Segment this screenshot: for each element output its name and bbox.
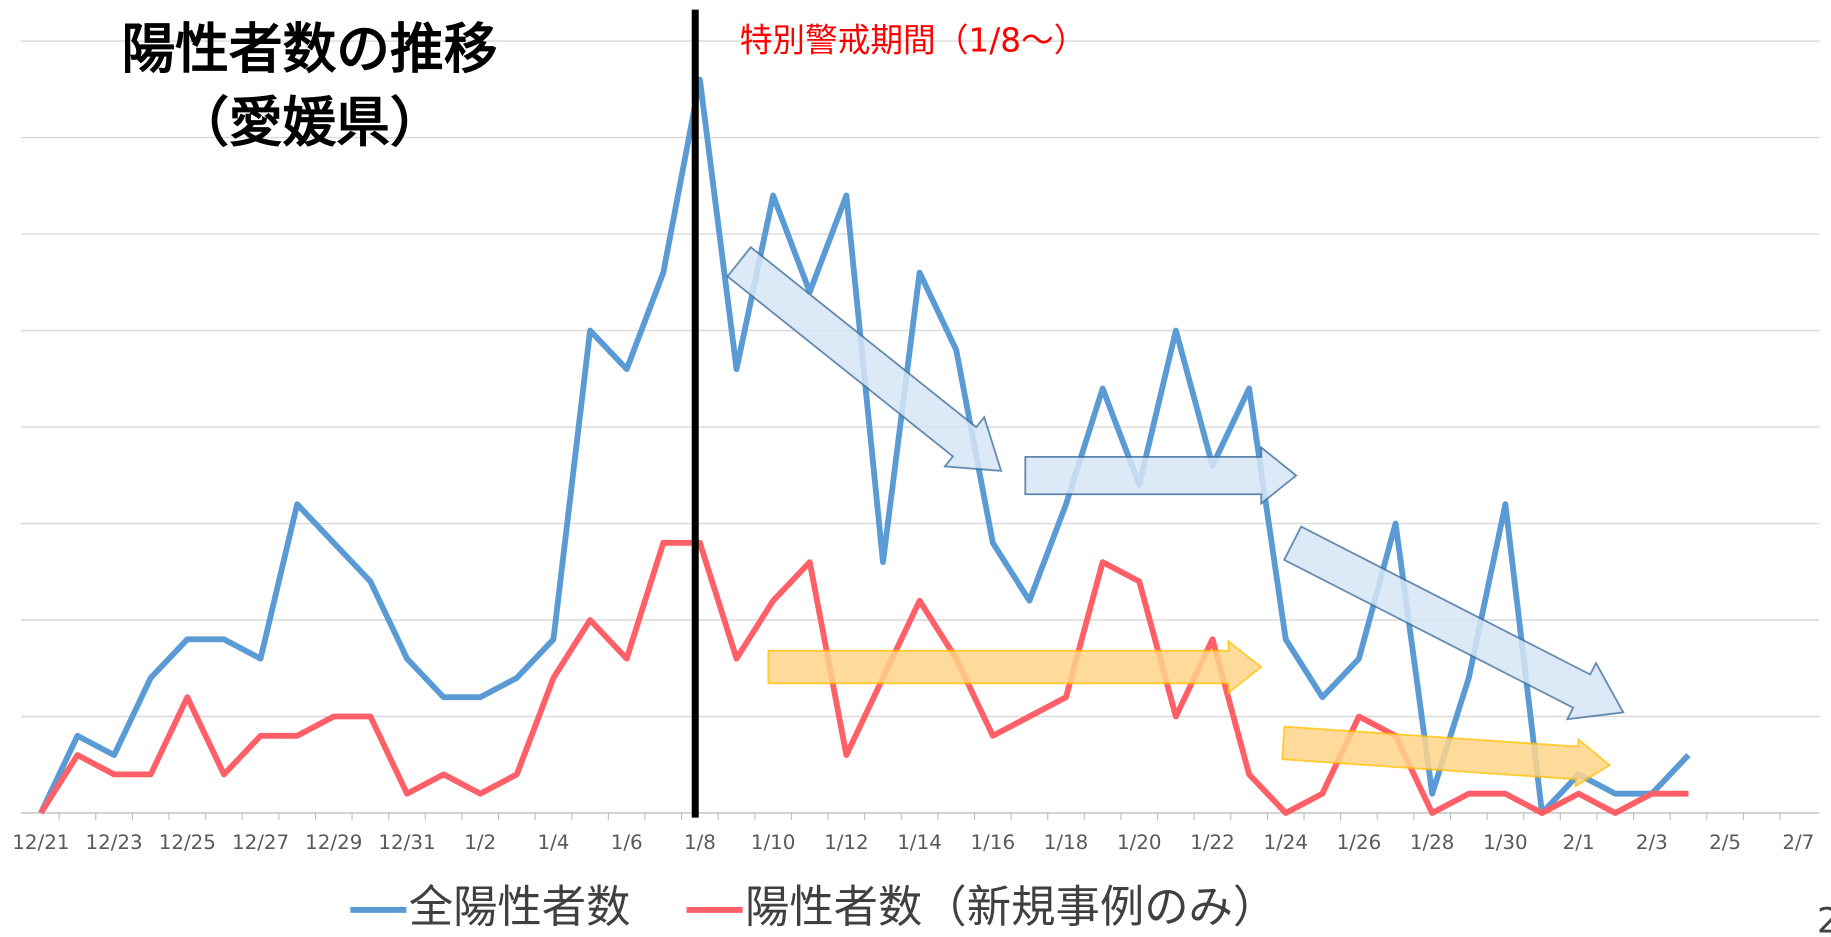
x-tick-label: 2/3	[1636, 831, 1668, 854]
x-tick-label: 1/6	[611, 831, 643, 854]
x-tick-label: 1/2	[464, 831, 496, 854]
x-tick-label: 1/22	[1190, 831, 1235, 854]
chart-subtitle: （愛媛県）	[175, 91, 444, 154]
x-tick-label: 12/27	[232, 831, 289, 854]
x-tick-label: 12/29	[305, 831, 362, 854]
series-line	[38, 539, 1689, 816]
x-tick-label: 1/18	[1044, 831, 1089, 854]
x-tick-label: 1/12	[824, 831, 869, 854]
legend-label: 全陽性者数	[409, 882, 631, 933]
annotation: 特別警戒期間（1/8～）	[740, 21, 1087, 59]
x-tick-label: 1/20	[1117, 831, 1162, 854]
x-tick-label: 12/31	[378, 831, 435, 854]
arrow	[1281, 725, 1612, 788]
legend-label: 陽性者数（新規事例のみ）	[745, 882, 1277, 933]
x-tick-label: 2/1	[1563, 831, 1595, 854]
arrow	[767, 639, 1263, 695]
page-number: 2	[1817, 901, 1831, 937]
x-tick-label: 12/25	[159, 831, 216, 854]
chart-title: 陽性者数の推移	[121, 17, 497, 80]
x-tick-label: 1/8	[684, 831, 716, 854]
x-tick-label: 1/26	[1337, 831, 1382, 854]
arrow	[726, 245, 1003, 472]
x-tick-label: 12/21	[12, 831, 69, 854]
x-tick-label: 1/14	[897, 831, 942, 854]
x-tick-label: 1/4	[537, 831, 569, 854]
series-line	[38, 76, 1691, 816]
x-tick-label: 1/24	[1263, 831, 1308, 854]
trend-arrows	[726, 245, 1625, 788]
x-tick-label: 2/5	[1709, 831, 1741, 854]
x-tick-label: 1/28	[1410, 831, 1455, 854]
x-tick-label: 2/7	[1782, 831, 1814, 854]
x-tick-label: 1/30	[1483, 831, 1528, 854]
x-tick-label: 1/16	[971, 831, 1016, 854]
x-tick-label: 1/10	[751, 831, 796, 854]
x-tick-label: 12/23	[86, 831, 143, 854]
arrow	[1282, 525, 1625, 721]
arrow	[1024, 445, 1298, 506]
